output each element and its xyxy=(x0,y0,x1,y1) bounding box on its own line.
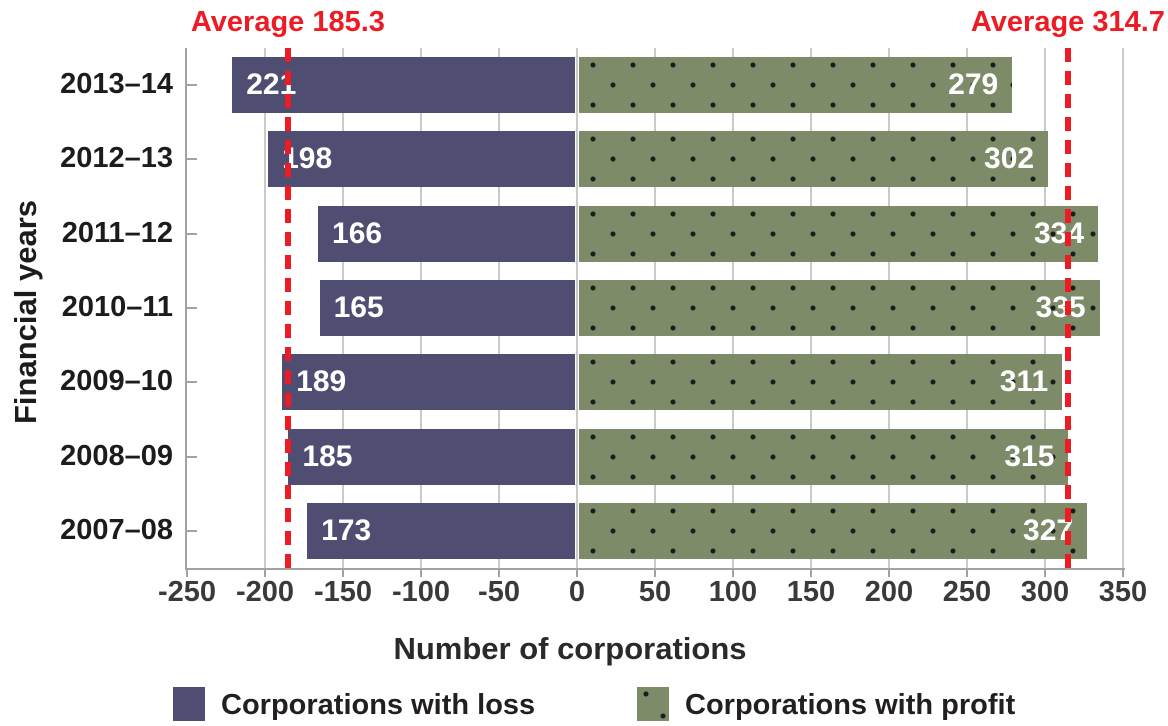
bar-profit-2010–11: 335 xyxy=(579,280,1100,336)
y-tick-mark xyxy=(187,381,197,384)
bar-loss-2013–14: 221 xyxy=(232,57,575,114)
bar-profit-2013–14: 279 xyxy=(579,57,1013,114)
average-line xyxy=(1064,48,1071,568)
bar-loss-2007–08: 173 xyxy=(307,502,575,559)
bar-loss-2010–11: 165 xyxy=(319,280,575,336)
bar-profit-2011–12: 334 xyxy=(579,205,1099,262)
bar-loss-2011–12: 166 xyxy=(318,205,575,262)
y-tick-label: 2011–12 xyxy=(61,216,173,249)
x-tick-mark xyxy=(186,570,188,577)
x-tick-label: 350 xyxy=(1098,576,1148,608)
bar-value-label: 166 xyxy=(332,216,383,250)
bar-value-label: 173 xyxy=(321,513,372,547)
x-tick-mark xyxy=(576,570,578,577)
bar-profit-2008–09: 315 xyxy=(579,428,1069,485)
bar-profit-2009–10: 311 xyxy=(579,354,1063,411)
legend-swatch-profit xyxy=(637,687,669,721)
y-tick-label: 2007–08 xyxy=(60,513,173,546)
x-tick-label: 150 xyxy=(786,576,836,608)
bar-value-label: 327 xyxy=(1023,513,1074,547)
gridline xyxy=(576,48,578,568)
x-tick-label: -50 xyxy=(478,576,520,608)
x-tick-label: 100 xyxy=(708,576,758,608)
x-tick-mark xyxy=(654,570,656,577)
y-tick-label: 2009–10 xyxy=(60,365,173,398)
bar-value-label: 189 xyxy=(296,365,347,399)
x-tick-mark xyxy=(1122,570,1124,577)
y-tick-mark xyxy=(187,158,197,161)
y-tick-mark xyxy=(187,307,197,309)
bar-value-label: 165 xyxy=(333,291,384,324)
x-tick-mark xyxy=(810,570,812,577)
gridline xyxy=(264,48,266,568)
y-tick-mark xyxy=(187,232,197,235)
y-axis-spine xyxy=(185,48,187,570)
gridline xyxy=(1122,48,1124,568)
x-axis-spine xyxy=(185,568,1125,570)
x-tick-mark xyxy=(888,570,890,577)
bar-profit-2012–13: 302 xyxy=(579,131,1049,188)
average-line xyxy=(284,48,291,568)
plot-area: 221 279 198 302 166 334 165 335 189 311 185 315 173 3… xyxy=(187,48,1124,568)
y-tick-mark xyxy=(187,529,197,532)
x-tick-label: 300 xyxy=(1020,576,1070,608)
legend-swatch-loss xyxy=(173,687,205,721)
x-tick-mark xyxy=(264,570,266,577)
legend-label-loss: Corporations with loss xyxy=(221,689,536,721)
bar-value-label: 335 xyxy=(1035,291,1086,324)
legend-label-profit: Corporations with profit xyxy=(685,689,1016,721)
x-tick-mark xyxy=(732,570,734,577)
y-tick-mark xyxy=(187,84,197,87)
bar-profit-2007–08: 327 xyxy=(579,502,1088,559)
x-tick-label: -100 xyxy=(391,576,451,608)
x-tick-label: 50 xyxy=(638,576,672,608)
bar-loss-2009–10: 189 xyxy=(282,354,575,411)
bar-loss-2008–09: 185 xyxy=(288,428,575,485)
average-loss-annotation: Average 185.3 xyxy=(190,6,385,38)
x-tick-mark xyxy=(1044,570,1046,577)
y-tick-label: 2012–13 xyxy=(60,142,173,175)
x-tick-label: 200 xyxy=(864,576,914,608)
bar-value-label: 302 xyxy=(984,142,1035,176)
bar-value-label: 334 xyxy=(1033,216,1085,250)
bar-value-label: 279 xyxy=(948,68,999,102)
y-tick-label: 2013–14 xyxy=(60,68,173,101)
x-tick-mark xyxy=(420,570,422,577)
bar-value-label: 185 xyxy=(302,439,353,473)
y-tick-mark xyxy=(187,455,197,458)
x-tick-label: -250 xyxy=(157,576,217,608)
bar-value-label: 311 xyxy=(999,365,1049,399)
average-profit-annotation: Average 314.7 xyxy=(970,6,1165,38)
x-tick-label: -150 xyxy=(313,576,373,608)
y-tick-label: 2010–11 xyxy=(61,291,173,323)
x-tick-label: 250 xyxy=(942,576,992,608)
bar-value-label: 315 xyxy=(1004,439,1055,473)
x-tick-mark xyxy=(498,570,500,577)
x-tick-mark xyxy=(342,570,344,577)
y-tick-label: 2008–09 xyxy=(60,439,173,472)
x-tick-mark xyxy=(966,570,968,577)
x-tick-label: -200 xyxy=(235,576,295,608)
x-axis-title: Number of corporations xyxy=(393,631,747,666)
x-tick-label: 0 xyxy=(568,576,586,608)
bar-loss-2012–13: 198 xyxy=(268,131,575,188)
